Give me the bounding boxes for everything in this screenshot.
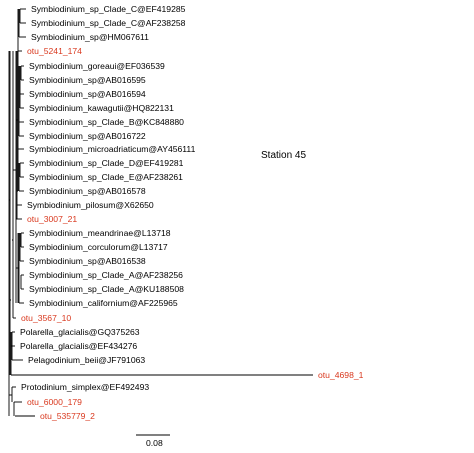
- scale-bar-label: 0.08: [146, 438, 163, 448]
- reference-leaf-label: Symbiodinium_sp_Clade_D@EF419281: [29, 158, 184, 168]
- tree-branches: [8, 8, 313, 417]
- reference-leaf-label: Symbiodinium_goreaui@EF036539: [29, 61, 165, 71]
- reference-leaf-label: Symbiodinium_sp@AB016594: [29, 89, 146, 99]
- reference-leaf-label: Symbiodinium_sp_Clade_E@AF238261: [29, 172, 183, 182]
- otu-leaf-label: otu_535779_2: [40, 411, 95, 421]
- reference-leaf-label: Pelagodinium_beii@JF791063: [28, 355, 145, 365]
- reference-leaf-label: Symbiodinium_sp@AB016538: [29, 256, 146, 266]
- leaf-labels: Symbiodinium_sp_Clade_C@EF419285 Symbiodi…: [20, 4, 364, 421]
- reference-leaf-label: Symbiodinium_pilosum@X62650: [27, 200, 154, 210]
- reference-leaf-label: Symbiodinium_sp_Clade_B@KC848880: [29, 117, 184, 127]
- reference-leaf-label: Symbiodinium_sp_Clade_A@KU188508: [29, 284, 184, 294]
- reference-leaf-label: Symbiodinium_sp@HM067611: [31, 32, 149, 42]
- reference-leaf-label: Protodinium_simplex@EF492493: [21, 382, 149, 392]
- reference-leaf-label: Symbiodinium_sp@AB016578: [29, 186, 146, 196]
- otu-leaf-label: otu_5241_174: [27, 46, 82, 56]
- reference-leaf-label: Symbiodinium_californium@AF225965: [29, 298, 178, 308]
- reference-leaf-label: Symbiodinium_meandrinae@L13718: [29, 228, 171, 238]
- reference-leaf-label: Symbiodinium_sp@AB016722: [29, 131, 146, 141]
- reference-leaf-label: Polarella_glacialis@GQ375263: [20, 327, 140, 337]
- otu-leaf-label: otu_6000_179: [27, 397, 82, 407]
- reference-leaf-label: Polarella_glacialis@EF434276: [20, 341, 137, 351]
- reference-leaf-label: Symbiodinium_kawagutii@HQ822131: [29, 103, 174, 113]
- station-annotation: Station 45: [261, 150, 306, 161]
- reference-leaf-label: Symbiodinium_sp_Clade_C@AF238258: [31, 18, 186, 28]
- otu-leaf-label: otu_4698_1: [318, 370, 364, 380]
- otu-leaf-label: otu_3007_21: [27, 214, 77, 224]
- reference-leaf-label: Symbiodinium_sp@AB016595: [29, 75, 146, 85]
- reference-leaf-label: Symbiodinium_sp_Clade_A@AF238256: [29, 270, 183, 280]
- otu-leaf-label: otu_3567_10: [21, 313, 71, 323]
- reference-leaf-label: Symbiodinium_microadriaticum@AY456111: [29, 144, 196, 154]
- reference-leaf-label: Symbiodinium_sp_Clade_C@EF419285: [31, 4, 186, 14]
- reference-leaf-label: Symbiodinium_corculorum@L13717: [29, 242, 168, 252]
